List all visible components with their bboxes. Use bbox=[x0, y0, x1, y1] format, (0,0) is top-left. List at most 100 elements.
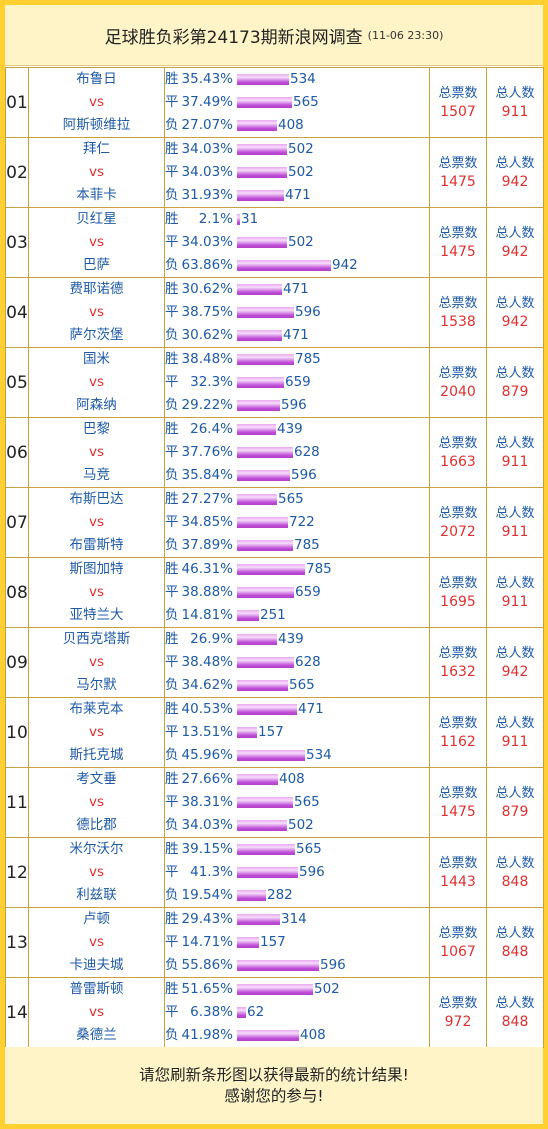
win-row: 胜 2.1% 31 bbox=[165, 208, 429, 231]
loss-count: 565 bbox=[289, 677, 315, 693]
draw-percent: 14.71% bbox=[181, 934, 233, 950]
win-percent: 27.27% bbox=[181, 491, 233, 507]
win-row: 胜 30.62% 471 bbox=[165, 278, 429, 301]
match-number: 03 bbox=[5, 207, 29, 278]
match-number: 05 bbox=[5, 347, 29, 418]
total-people: 总人数 942 bbox=[486, 137, 544, 208]
home-team: 布斯巴达 bbox=[69, 491, 124, 507]
loss-percent: 41.98% bbox=[181, 1027, 233, 1043]
refresh-notice: 请您刷新条形图以获得最新的统计结果! bbox=[139, 1065, 409, 1084]
match-teams: 普雷斯顿 vs 桑德兰 bbox=[28, 977, 165, 1048]
loss-count: 942 bbox=[332, 257, 358, 273]
total-votes: 总票数 2072 bbox=[429, 487, 487, 558]
vote-distribution: 胜 40.53% 471 平 13.51% 157 负 45.96% 534 bbox=[164, 697, 430, 768]
draw-percent: 38.48% bbox=[181, 654, 233, 670]
vote-distribution: 胜 2.1% 31 平 34.03% 502 负 63.86% 942 bbox=[164, 207, 430, 278]
away-team: 利兹联 bbox=[76, 887, 117, 903]
match-row: 14 普雷斯顿 vs 桑德兰 胜 51.65% 502 平 6.38% 62 负 41.98% 408 总… bbox=[5, 977, 544, 1048]
draw-row: 平 34.03% 502 bbox=[165, 161, 429, 184]
total-votes: 总票数 1475 bbox=[429, 137, 487, 208]
vs-label: vs bbox=[88, 374, 105, 390]
vote-distribution: 胜 29.43% 314 平 14.71% 157 负 55.86% 596 bbox=[164, 907, 430, 978]
vs-label: vs bbox=[88, 584, 105, 600]
loss-count: 534 bbox=[306, 747, 332, 763]
total-votes-value: 1443 bbox=[440, 873, 476, 890]
loss-percent: 27.07% bbox=[181, 117, 233, 133]
total-votes: 总票数 1695 bbox=[429, 557, 487, 628]
win-label: 胜 bbox=[165, 211, 179, 227]
draw-percent: 34.03% bbox=[181, 164, 233, 180]
win-label: 胜 bbox=[165, 911, 179, 927]
win-count: 534 bbox=[290, 71, 316, 87]
match-row: 12 米尔沃尔 vs 利兹联 胜 39.15% 565 平 41.3% 596 负 19.54% 282… bbox=[5, 837, 544, 908]
loss-label: 负 bbox=[165, 607, 179, 623]
loss-label: 负 bbox=[165, 117, 179, 133]
total-people-value: 879 bbox=[501, 803, 529, 820]
match-teams: 布鲁日 vs 阿斯顿维拉 bbox=[28, 67, 165, 138]
loss-bar bbox=[237, 330, 282, 341]
loss-row: 负 34.62% 565 bbox=[165, 674, 429, 697]
loss-bar bbox=[237, 820, 287, 831]
match-number: 11 bbox=[5, 767, 29, 838]
total-people-value: 942 bbox=[501, 663, 529, 680]
draw-bar bbox=[237, 727, 257, 738]
total-people-label: 总人数 bbox=[495, 645, 535, 661]
total-votes-label: 总票数 bbox=[438, 225, 478, 241]
total-people-value: 848 bbox=[501, 1013, 529, 1030]
total-people-label: 总人数 bbox=[495, 225, 535, 241]
loss-bar bbox=[237, 400, 280, 411]
home-team: 贝西克塔斯 bbox=[62, 631, 131, 647]
loss-percent: 19.54% bbox=[181, 887, 233, 903]
loss-bar bbox=[237, 470, 290, 481]
loss-row: 负 41.98% 408 bbox=[165, 1024, 429, 1047]
match-row: 08 斯图加特 vs 亚特兰大 胜 46.31% 785 平 38.88% 659 负 14.81% 2… bbox=[5, 557, 544, 628]
vs-label: vs bbox=[88, 234, 105, 250]
away-team: 本菲卡 bbox=[76, 187, 117, 203]
total-people-label: 总人数 bbox=[495, 155, 535, 171]
loss-count: 408 bbox=[300, 1027, 326, 1043]
draw-percent: 32.3% bbox=[190, 374, 233, 390]
vs-label: vs bbox=[88, 724, 105, 740]
draw-label: 平 bbox=[165, 584, 179, 600]
draw-label: 平 bbox=[165, 934, 179, 950]
vote-distribution: 胜 39.15% 565 平 41.3% 596 负 19.54% 282 bbox=[164, 837, 430, 908]
match-number: 12 bbox=[5, 837, 29, 908]
match-number: 02 bbox=[5, 137, 29, 208]
away-team: 卡迪夫城 bbox=[69, 957, 124, 973]
total-votes-value: 2072 bbox=[440, 523, 476, 540]
win-row: 胜 27.66% 408 bbox=[165, 768, 429, 791]
draw-label: 平 bbox=[165, 514, 179, 530]
loss-count: 408 bbox=[278, 117, 304, 133]
draw-row: 平 38.75% 596 bbox=[165, 301, 429, 324]
loss-bar bbox=[237, 260, 331, 271]
total-votes-value: 972 bbox=[444, 1013, 472, 1030]
vs-label: vs bbox=[88, 444, 105, 460]
draw-label: 平 bbox=[165, 864, 179, 880]
vs-label: vs bbox=[88, 654, 105, 670]
total-people-label: 总人数 bbox=[495, 365, 535, 381]
match-row: 02 拜仁 vs 本菲卡 胜 34.03% 502 平 34.03% 502 负 31.93% 471 总… bbox=[5, 137, 544, 208]
win-bar bbox=[237, 564, 305, 575]
away-team: 马竞 bbox=[83, 467, 110, 483]
win-label: 胜 bbox=[165, 141, 179, 157]
total-votes-value: 1695 bbox=[440, 593, 476, 610]
loss-row: 负 27.07% 408 bbox=[165, 114, 429, 137]
win-count: 565 bbox=[296, 841, 322, 857]
match-teams: 考文垂 vs 德比郡 bbox=[28, 767, 165, 838]
draw-label: 平 bbox=[165, 374, 179, 390]
vote-distribution: 胜 26.9% 439 平 38.48% 628 负 34.62% 565 bbox=[164, 627, 430, 698]
total-votes-label: 总票数 bbox=[438, 295, 478, 311]
loss-row: 负 55.86% 596 bbox=[165, 954, 429, 977]
total-people: 总人数 911 bbox=[486, 417, 544, 488]
page-title: 足球胜负彩第24173期新浪网调查 bbox=[104, 27, 363, 48]
header: 足球胜负彩第24173期新浪网调查 (11-06 23:30) bbox=[5, 5, 543, 66]
match-row: 13 卢顿 vs 卡迪夫城 胜 29.43% 314 平 14.71% 157 负 55.86% 596… bbox=[5, 907, 544, 978]
loss-count: 251 bbox=[260, 607, 286, 623]
draw-row: 平 32.3% 659 bbox=[165, 371, 429, 394]
total-votes-label: 总票数 bbox=[438, 645, 478, 661]
win-bar bbox=[237, 914, 280, 925]
draw-percent: 41.3% bbox=[190, 864, 233, 880]
loss-percent: 34.03% bbox=[181, 817, 233, 833]
match-number: 14 bbox=[5, 977, 29, 1048]
match-teams: 布斯巴达 vs 布雷斯特 bbox=[28, 487, 165, 558]
